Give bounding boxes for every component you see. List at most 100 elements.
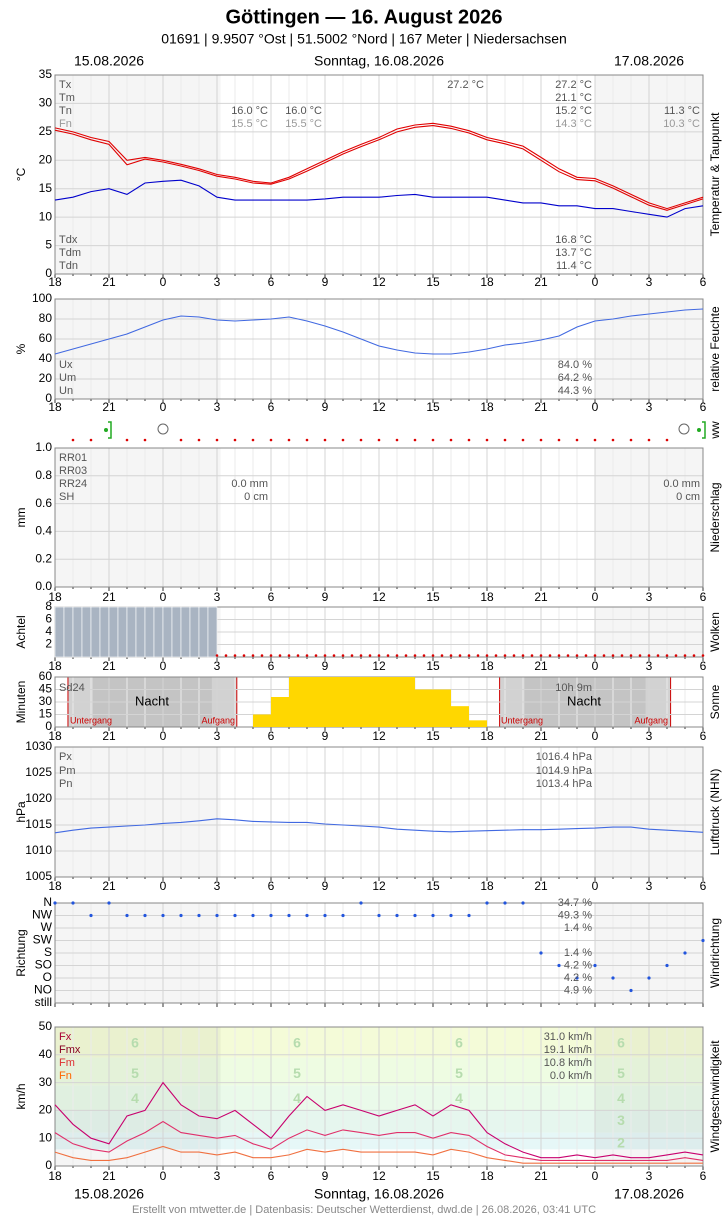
point	[125, 913, 129, 918]
stat-name: Tdn	[59, 260, 78, 272]
bar-zero	[278, 654, 282, 657]
night-shade	[55, 299, 221, 399]
x-tick-label: 21	[534, 590, 548, 604]
bar	[361, 677, 379, 727]
x-tick-label: 3	[214, 275, 221, 289]
x-tick-label: 18	[48, 659, 62, 673]
x-tick-label: 0	[160, 590, 167, 604]
x-tick-label: 9	[322, 400, 329, 414]
point	[575, 976, 579, 980]
series-line	[54, 1081, 704, 1159]
bar	[126, 606, 137, 658]
y-tick-label: 0	[45, 391, 52, 405]
annotation: 16.0 °C	[285, 105, 322, 117]
x-tick-label: 6	[700, 879, 707, 893]
ww-dot	[143, 438, 147, 442]
x-tick-label: 6	[268, 1169, 275, 1183]
y-tick-label: NO	[34, 983, 52, 997]
bar-zero	[701, 654, 705, 657]
ww-symbol	[157, 423, 169, 435]
x-tick-label: 21	[102, 659, 116, 673]
x-tick-label: 21	[534, 400, 548, 414]
annotation: 44.3 %	[558, 385, 592, 397]
bar-zero	[629, 654, 633, 657]
ww-dot	[629, 438, 633, 442]
bar-zero	[692, 654, 696, 657]
x-tick-label: 15	[426, 1169, 440, 1183]
annotation: 16.8 °C	[555, 234, 592, 246]
bar-zero	[557, 654, 561, 657]
y-tick-label: 30	[39, 96, 53, 110]
annotation: 4.2 %	[564, 972, 592, 984]
bar	[379, 677, 397, 727]
y-axis-label: km/h	[14, 1083, 28, 1109]
x-tick-label: 3	[646, 1169, 653, 1183]
x-tick-label: 18	[48, 590, 62, 604]
annotation: 0 cm	[244, 491, 268, 503]
y-axis-label: %	[14, 343, 28, 354]
beaufort-label: 4	[617, 1090, 625, 1106]
y-tick-label: NW	[32, 908, 53, 922]
x-tick-label: 3	[646, 275, 653, 289]
bar	[397, 677, 415, 727]
bar-zero	[494, 654, 498, 657]
y-tick-label: SO	[35, 958, 52, 972]
bar-zero	[440, 654, 444, 657]
x-tick-label: 6	[268, 590, 275, 604]
annotation: 64.2 %	[558, 372, 592, 384]
stat-name: Pm	[59, 765, 76, 777]
y-tick-label: 10	[39, 1130, 53, 1144]
annotation: 15.2 °C	[555, 105, 592, 117]
x-tick-label: 0	[160, 879, 167, 893]
stat-name: Sd24	[59, 682, 85, 694]
x-tick-label: 15	[426, 400, 440, 414]
stat-name: Fmx	[59, 1044, 81, 1056]
y-tick-label: 50	[39, 1019, 53, 1033]
x-tick-label: 21	[102, 1169, 116, 1183]
bar	[307, 677, 325, 727]
ww-dot	[449, 438, 453, 442]
ww-dot	[269, 438, 273, 442]
ww-dot	[197, 438, 201, 442]
side-label: Niederschlag	[708, 482, 722, 552]
annotation: 1.4 %	[564, 947, 592, 959]
bar-zero	[665, 654, 669, 657]
y-tick-label: O	[43, 970, 52, 984]
x-tick-label: 15	[426, 659, 440, 673]
bar	[325, 677, 343, 727]
x-tick-label: 6	[700, 400, 707, 414]
ww-dot	[377, 438, 381, 442]
annotation: 0.0 km/h	[550, 1070, 592, 1082]
point	[665, 963, 669, 968]
annotation: 10h 9m	[555, 682, 592, 694]
y-tick-label: 1030	[25, 739, 52, 753]
stat-name: Um	[59, 372, 76, 384]
ww-dot	[251, 438, 255, 442]
bar-zero	[674, 654, 678, 657]
x-tick-label: 0	[592, 1169, 599, 1183]
bar-zero	[287, 654, 291, 657]
x-tick-label: 9	[322, 729, 329, 743]
footer: Erstellt von mtwetter.de | Datenbasis: D…	[132, 1204, 596, 1216]
bar	[63, 606, 74, 658]
beaufort-label: 6	[131, 1034, 139, 1050]
x-tick-label: 9	[322, 275, 329, 289]
point	[305, 913, 309, 918]
bar	[117, 606, 128, 658]
bar-zero	[215, 654, 219, 657]
point	[251, 913, 255, 918]
stat-name: Tdx	[59, 234, 78, 246]
x-tick-label: 21	[534, 879, 548, 893]
x-tick-label: 21	[102, 729, 116, 743]
bar	[108, 606, 119, 658]
bar-zero	[611, 654, 615, 657]
x-tick-label: 9	[322, 1169, 329, 1183]
ww-dot	[395, 438, 399, 442]
x-tick-label: 6	[700, 729, 707, 743]
x-tick-label: 0	[160, 1169, 167, 1183]
beaufort-label: 4	[131, 1090, 139, 1106]
bar-zero	[449, 654, 453, 657]
x-tick-label: 18	[48, 1169, 62, 1183]
annotation: 31.0 km/h	[544, 1031, 592, 1043]
ww-symbol	[702, 421, 706, 439]
